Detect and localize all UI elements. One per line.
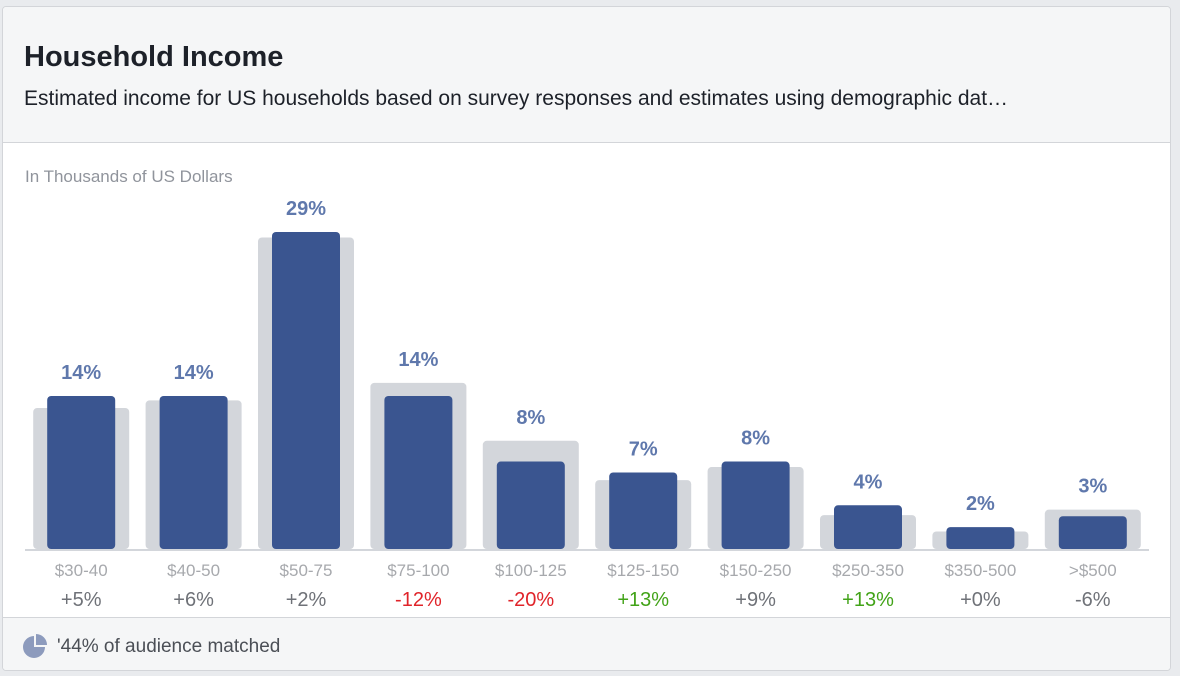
bar-value-label: 3% xyxy=(1078,476,1107,498)
bar-value-label: 8% xyxy=(741,428,770,450)
audience-bar xyxy=(384,395,453,549)
bar-value-label: 29% xyxy=(286,198,326,220)
category-label: $50-75 xyxy=(280,561,333,580)
category-label: $350-500 xyxy=(944,561,1016,580)
bar-value-label: 14% xyxy=(61,362,101,384)
category-label: $40-50 xyxy=(167,561,220,580)
audience-bar xyxy=(609,472,678,549)
delta-label: +9% xyxy=(735,589,776,611)
delta-label: +2% xyxy=(286,589,327,611)
pie-chart-icon xyxy=(23,634,47,658)
delta-label: +0% xyxy=(960,589,1001,611)
audience-bar xyxy=(159,395,228,549)
bar-value-label: 2% xyxy=(966,493,995,515)
bar-value-label: 8% xyxy=(516,407,545,429)
income-bar-chart: 14% $30-40 +5% 14% $40-50 +6% 29% $50-75 +2% 14% $… xyxy=(25,198,1149,611)
card-footer: '44% of audience matched xyxy=(3,617,1170,670)
audience-bar xyxy=(1058,516,1127,549)
bar-value-label: 7% xyxy=(629,438,658,460)
delta-label: -12% xyxy=(395,589,442,611)
audience-bar xyxy=(946,527,1015,549)
category-label: $150-250 xyxy=(720,561,792,580)
audience-bar xyxy=(272,232,340,549)
category-label: $250-350 xyxy=(832,561,904,580)
delta-label: +5% xyxy=(61,589,102,611)
category-label: $30-40 xyxy=(55,561,108,580)
card-title: Household Income xyxy=(24,41,284,73)
audience-bar xyxy=(496,461,565,549)
household-income-card: Household Income Estimated income for US… xyxy=(2,6,1171,671)
category-label: $125-150 xyxy=(607,561,679,580)
category-label: $100-125 xyxy=(495,561,567,580)
bar-value-label: 4% xyxy=(854,471,883,493)
audience-matched-text: '44% of audience matched xyxy=(57,636,281,657)
delta-label: +13% xyxy=(842,589,894,611)
delta-label: -20% xyxy=(507,589,554,611)
delta-label: +6% xyxy=(173,589,214,611)
bar-value-label: 14% xyxy=(398,349,438,371)
card-subtitle: Estimated income for US households based… xyxy=(24,87,1009,110)
card-header: Household Income Estimated income for US… xyxy=(3,7,1170,143)
category-label: >$500 xyxy=(1069,561,1117,580)
audience-bar xyxy=(721,461,790,549)
category-label: $75-100 xyxy=(387,561,449,580)
delta-label: +13% xyxy=(617,589,669,611)
audience-bar xyxy=(47,395,116,549)
delta-label: -6% xyxy=(1075,589,1111,611)
unit-label: In Thousands of US Dollars xyxy=(25,167,233,186)
audience-bar xyxy=(834,505,902,549)
bar-value-label: 14% xyxy=(174,362,214,384)
